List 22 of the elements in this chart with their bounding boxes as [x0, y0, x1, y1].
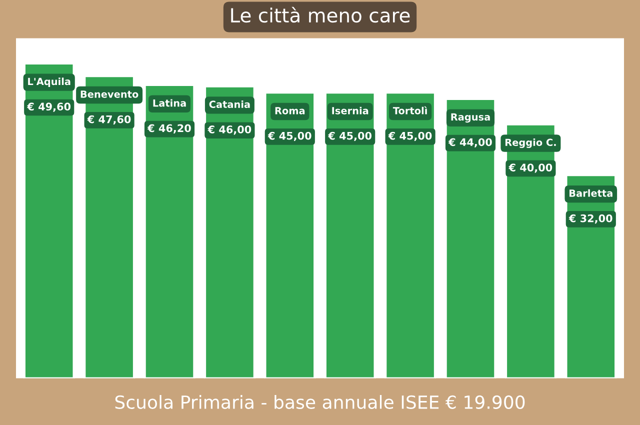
- x-tick-label: Isernia: [332, 106, 368, 114]
- text: Scuola Primaria - base annuale ISEE € 19.900: [115, 395, 525, 409]
- x-tick-label: Barletta: [570, 189, 612, 197]
- x-tick-label: Benevento: [80, 90, 138, 98]
- data-label: € 40,00: [508, 164, 552, 173]
- data-label: € 32,00: [568, 214, 612, 224]
- chart-title: Le città meno care: [231, 6, 410, 23]
- x-tick-label: Catania: [209, 100, 250, 108]
- data-label: € 46,20: [147, 124, 191, 134]
- x-tick-label: Latina: [153, 99, 186, 107]
- x-tick-label: Ragusa: [451, 113, 490, 123]
- data-label: € 45,00: [388, 132, 432, 142]
- x-tick-label: L'Aquila: [28, 78, 70, 88]
- data-label: € 45,00: [268, 132, 312, 142]
- data-label: € 47,60: [87, 115, 131, 125]
- x-tick-label: Reggio C.: [505, 138, 556, 148]
- x-tick-label: Tortolì: [392, 106, 427, 114]
- data-label: € 45,00: [328, 132, 372, 142]
- data-label: € 46,00: [208, 126, 252, 135]
- data-label: € 44,00: [448, 138, 492, 148]
- data-label: € 49,60: [27, 102, 71, 112]
- x-tick-label: Roma: [275, 107, 305, 114]
